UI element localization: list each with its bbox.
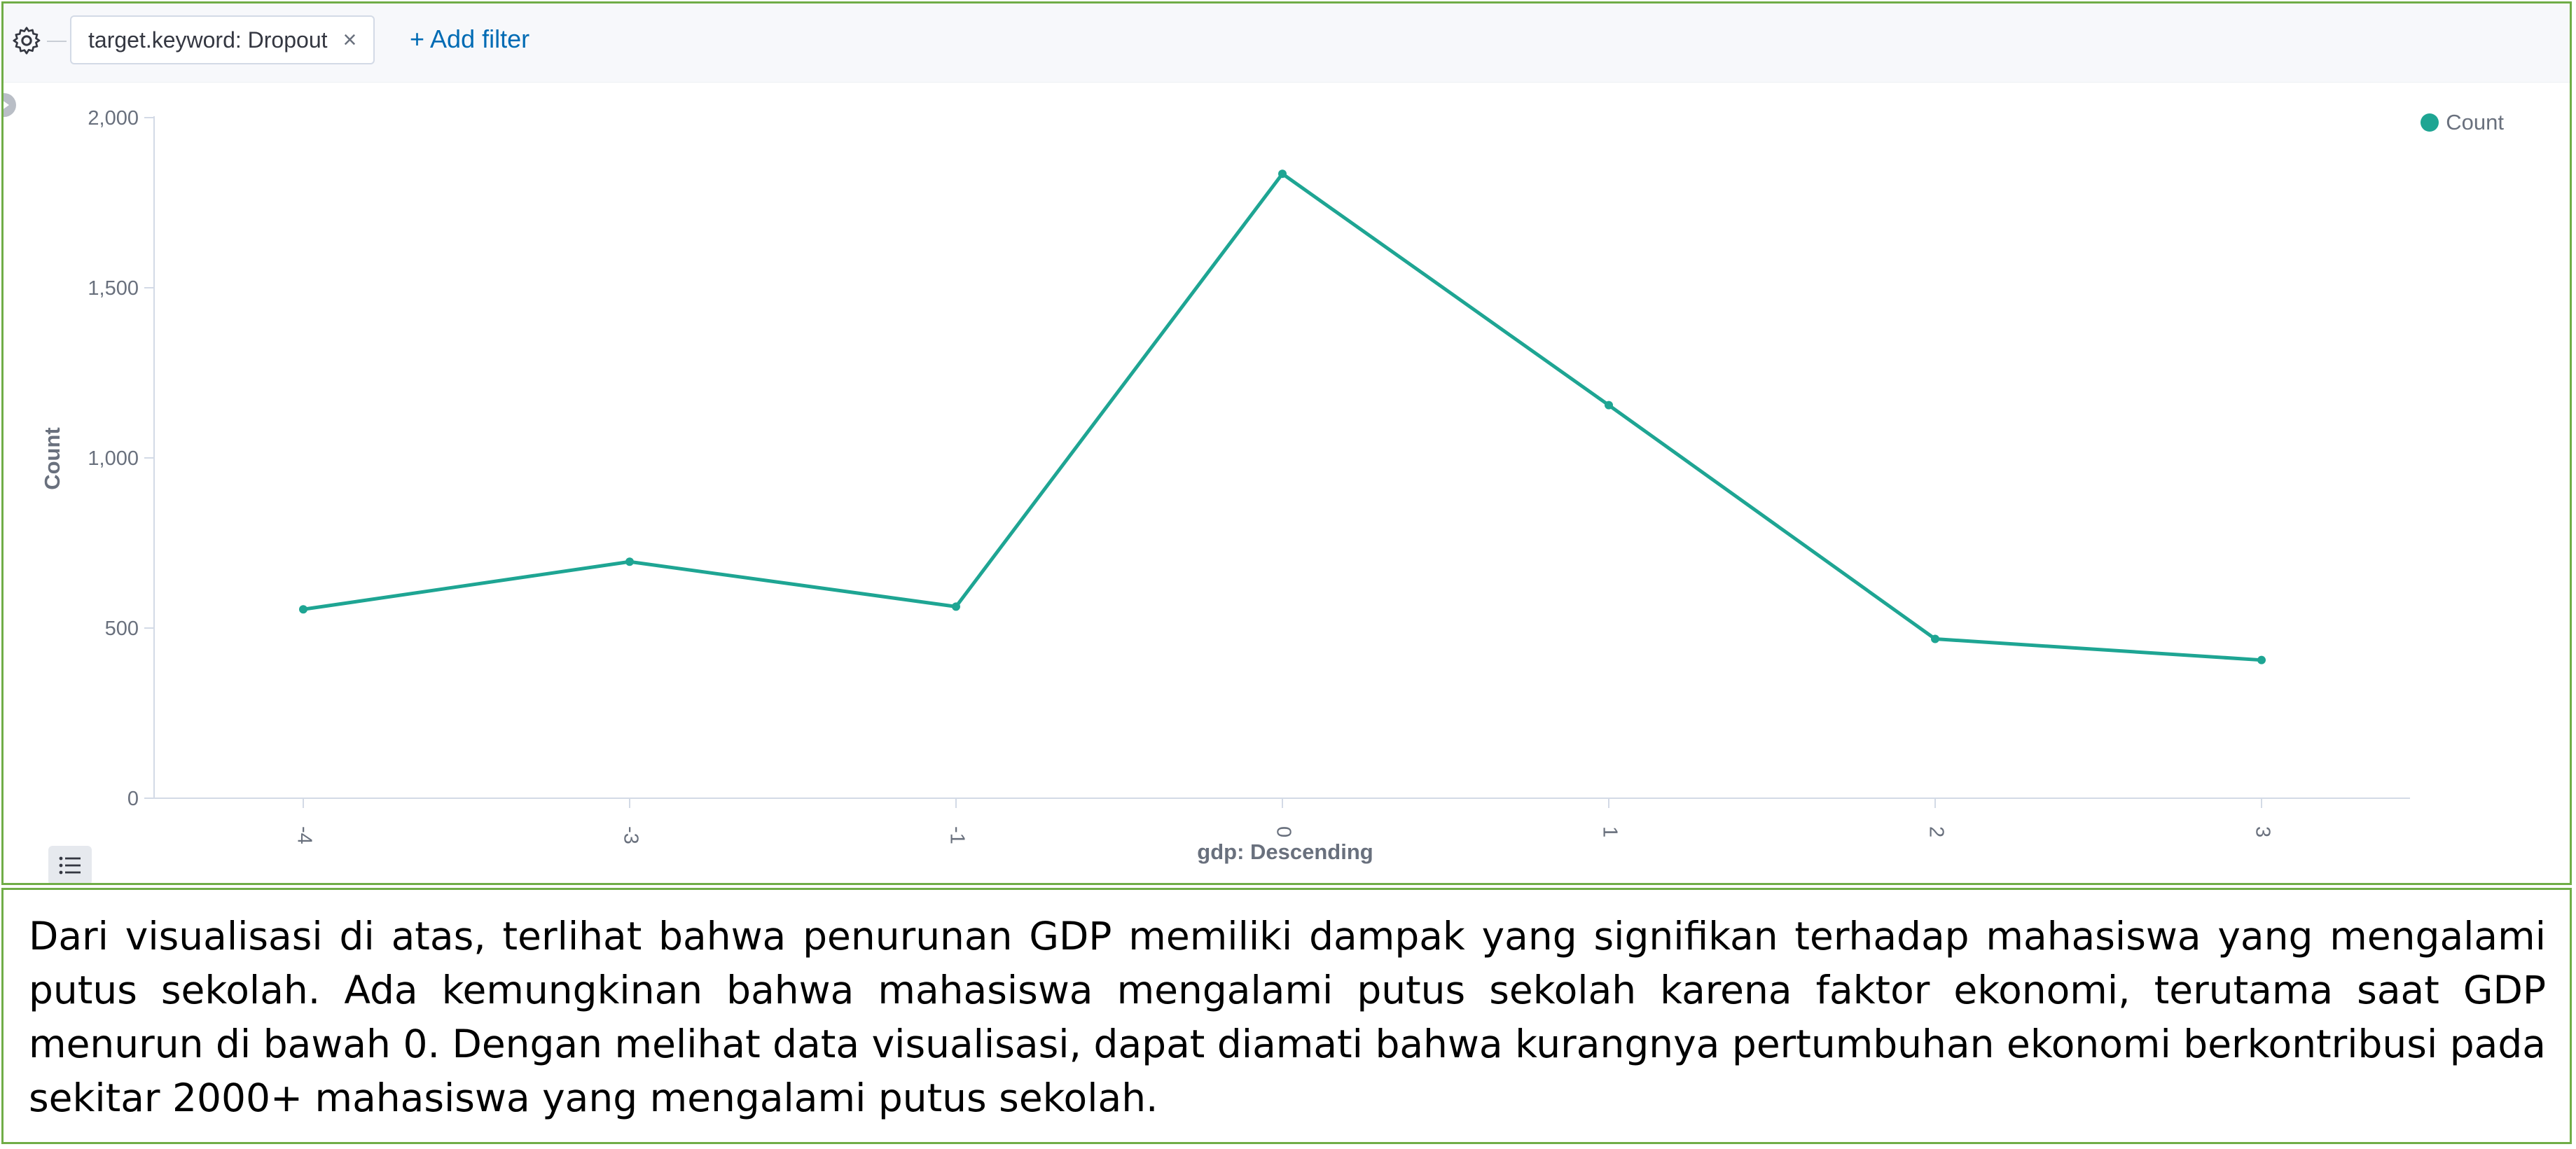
gear-icon[interactable]: [11, 25, 43, 57]
x-axis-label: gdp: Descending: [1197, 840, 1373, 864]
data-point: [625, 557, 634, 566]
series-count: [299, 169, 2266, 664]
y-axis-label: Count: [40, 427, 64, 490]
x-tick-label: 3: [2251, 826, 2273, 837]
x-tick-label: -1: [946, 826, 968, 844]
y-tick-label: 1,500: [88, 277, 139, 300]
data-point: [2257, 655, 2266, 664]
legend-label[interactable]: Count: [2446, 110, 2504, 134]
x-tick-label: 2: [1925, 826, 1947, 837]
legend[interactable]: Count: [2421, 110, 2504, 135]
y-axis: 0 500 1,000 1,500 2,000: [88, 107, 155, 810]
x-tick-label: 0: [1272, 826, 1294, 837]
data-point: [299, 605, 307, 614]
collapse-arrow-icon[interactable]: [4, 93, 16, 117]
caption-box: Dari visualisasi di atas, terlihat bahwa…: [1, 888, 2572, 1144]
x-axis: -4 -3 -1 0 1 2 3: [154, 798, 2410, 844]
divider: [47, 41, 67, 42]
filter-pill[interactable]: target.keyword: Dropout ×: [70, 15, 375, 64]
data-point: [1605, 401, 1613, 410]
x-tick-label: 1: [1598, 826, 1621, 837]
visualization-panel: target.keyword: Dropout × + Add filter 0…: [1, 1, 2572, 885]
filter-bar: target.keyword: Dropout × + Add filter: [4, 4, 2570, 83]
add-filter-button[interactable]: + Add filter: [410, 25, 530, 53]
y-tick-label: 2,000: [88, 107, 139, 130]
y-tick-label: 500: [105, 618, 139, 640]
line-chart: 0 500 1,000 1,500 2,000 -4 -3 -1 0 1 2 3 Count gdp…: [40, 107, 2410, 864]
data-point: [952, 602, 960, 611]
y-tick-label: 0: [127, 788, 139, 810]
legend-swatch: [2421, 113, 2439, 132]
x-tick-label: -3: [619, 826, 642, 844]
filter-pill-label[interactable]: target.keyword: Dropout: [88, 27, 328, 53]
y-tick-label: 1,000: [88, 447, 139, 470]
table-list-icon[interactable]: [48, 846, 92, 883]
series-line: [303, 172, 2262, 662]
x-tick-label: -4: [293, 826, 315, 844]
caption-text: Dari visualisasi di atas, terlihat bahwa…: [29, 914, 2546, 1120]
close-icon[interactable]: ×: [342, 27, 357, 53]
data-point: [1278, 169, 1287, 179]
data-point: [1931, 634, 1939, 643]
